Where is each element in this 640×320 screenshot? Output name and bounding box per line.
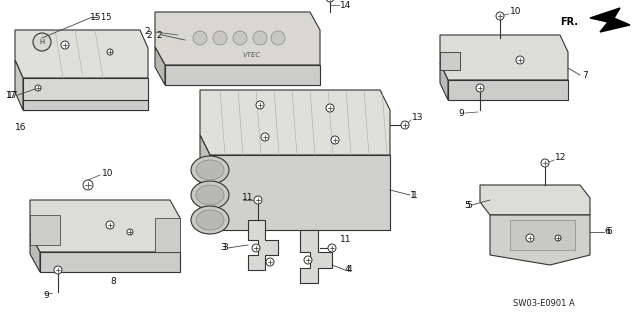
- Circle shape: [233, 31, 247, 45]
- Polygon shape: [490, 215, 590, 265]
- Circle shape: [304, 256, 312, 264]
- Text: SW03-E0901 A: SW03-E0901 A: [513, 299, 575, 308]
- Circle shape: [83, 180, 93, 190]
- Text: 10: 10: [510, 7, 522, 17]
- Polygon shape: [248, 220, 278, 270]
- Text: 1: 1: [412, 190, 418, 199]
- Circle shape: [35, 85, 41, 91]
- Ellipse shape: [191, 206, 229, 234]
- Polygon shape: [15, 30, 148, 78]
- Polygon shape: [448, 80, 568, 100]
- Text: 4: 4: [347, 266, 353, 275]
- Polygon shape: [15, 60, 23, 110]
- Polygon shape: [200, 135, 210, 230]
- Circle shape: [328, 244, 336, 252]
- Text: 11: 11: [340, 236, 351, 244]
- Polygon shape: [200, 90, 390, 155]
- Text: 13: 13: [412, 114, 424, 123]
- Polygon shape: [440, 63, 448, 100]
- Circle shape: [127, 229, 133, 235]
- Circle shape: [326, 104, 334, 112]
- Text: 7: 7: [582, 70, 588, 79]
- Polygon shape: [510, 220, 575, 250]
- Text: 10: 10: [102, 169, 113, 178]
- Polygon shape: [40, 252, 180, 272]
- Circle shape: [254, 196, 262, 204]
- Text: FR.: FR.: [560, 17, 578, 27]
- Polygon shape: [155, 218, 180, 252]
- Text: — 15: — 15: [90, 13, 111, 22]
- Circle shape: [526, 234, 534, 242]
- Polygon shape: [155, 12, 320, 65]
- Circle shape: [326, 0, 334, 2]
- Ellipse shape: [196, 185, 224, 205]
- Text: 6: 6: [604, 228, 610, 236]
- Circle shape: [54, 266, 62, 274]
- Ellipse shape: [191, 156, 229, 184]
- Text: 5: 5: [467, 201, 472, 210]
- Circle shape: [496, 12, 504, 20]
- Circle shape: [476, 84, 484, 92]
- Polygon shape: [30, 234, 40, 272]
- Circle shape: [541, 159, 549, 167]
- Circle shape: [61, 41, 69, 49]
- Circle shape: [261, 133, 269, 141]
- Polygon shape: [590, 8, 630, 32]
- Circle shape: [266, 258, 274, 266]
- Circle shape: [271, 31, 285, 45]
- Text: 9: 9: [458, 108, 464, 117]
- Circle shape: [253, 31, 267, 45]
- Polygon shape: [30, 215, 60, 245]
- Circle shape: [555, 235, 561, 241]
- Ellipse shape: [196, 210, 224, 230]
- Circle shape: [193, 31, 207, 45]
- Ellipse shape: [196, 160, 224, 180]
- Text: 3: 3: [222, 244, 228, 252]
- Text: VTEC: VTEC: [243, 52, 261, 58]
- Text: 6: 6: [606, 228, 612, 236]
- Polygon shape: [210, 155, 390, 230]
- Text: 1: 1: [410, 190, 416, 199]
- Polygon shape: [300, 230, 332, 283]
- Circle shape: [256, 101, 264, 109]
- Polygon shape: [480, 185, 590, 215]
- Text: H: H: [40, 39, 45, 45]
- Text: 5: 5: [464, 201, 470, 210]
- Text: 4: 4: [345, 266, 351, 275]
- Polygon shape: [30, 200, 180, 252]
- Text: 14: 14: [340, 1, 351, 10]
- Polygon shape: [23, 78, 148, 110]
- Circle shape: [252, 244, 260, 252]
- Circle shape: [516, 56, 524, 64]
- Polygon shape: [165, 65, 320, 85]
- Text: 17: 17: [5, 91, 15, 100]
- Circle shape: [107, 49, 113, 55]
- Text: 16: 16: [15, 124, 26, 132]
- Circle shape: [33, 33, 51, 51]
- Text: 8: 8: [110, 277, 116, 286]
- Polygon shape: [440, 35, 568, 80]
- Circle shape: [401, 121, 409, 129]
- Circle shape: [213, 31, 227, 45]
- Polygon shape: [155, 47, 165, 85]
- Text: 17: 17: [6, 91, 18, 100]
- Text: 11: 11: [242, 193, 253, 202]
- Text: 2: 2: [156, 30, 162, 39]
- Text: 2: 2: [145, 28, 150, 36]
- Circle shape: [106, 221, 114, 229]
- Text: 2: 2: [147, 30, 152, 39]
- Text: 9: 9: [43, 291, 49, 300]
- Text: 3: 3: [220, 244, 226, 252]
- Circle shape: [331, 136, 339, 144]
- Polygon shape: [440, 52, 460, 70]
- Ellipse shape: [191, 181, 229, 209]
- Text: 12: 12: [555, 153, 566, 162]
- Text: 15: 15: [90, 13, 102, 22]
- Polygon shape: [23, 100, 148, 110]
